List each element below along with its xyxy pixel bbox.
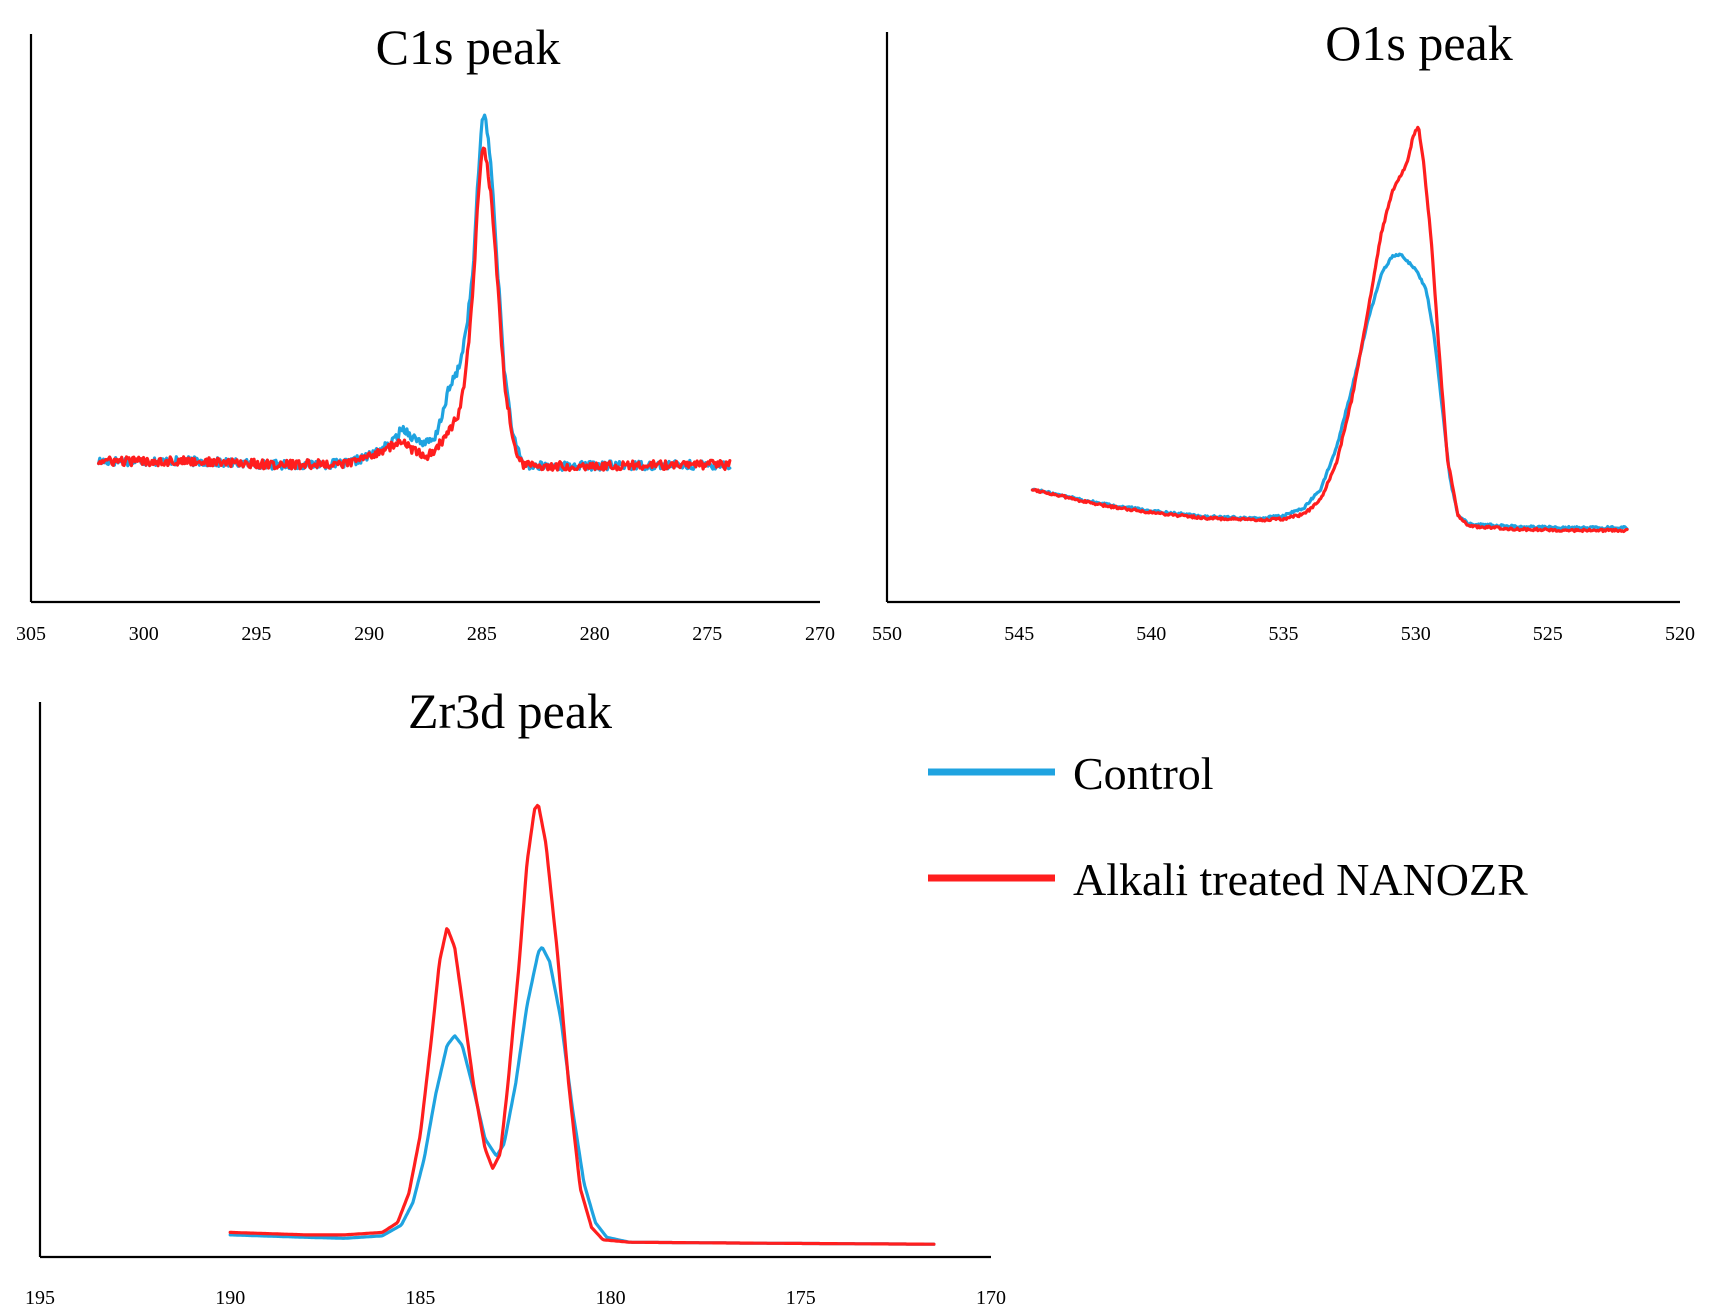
- panel-o1s: O1s peak 550 545 540 535 530 525 520: [872, 15, 1695, 645]
- o1s-tick-label: 550: [872, 623, 902, 645]
- zr3d-tick-label: 180: [596, 1287, 626, 1309]
- c1s-tick-label: 290: [354, 623, 384, 645]
- c1s-tick-label: 275: [692, 623, 722, 645]
- c1s-series-control: [97, 113, 732, 472]
- c1s-plot-area: [97, 113, 732, 472]
- zr3d-tick-label: 190: [215, 1287, 245, 1309]
- o1s-tick-labels: 550 545 540 535 530 525 520: [872, 623, 1695, 645]
- legend-label-treated: Alkali treated NANOZR: [1073, 854, 1528, 905]
- o1s-title: O1s peak: [1325, 15, 1512, 71]
- panel-c1s: C1s peak 305 300 295 290 285 280 275 270: [16, 19, 835, 645]
- o1s-plot-area: [1030, 125, 1629, 534]
- c1s-tick-label: 285: [467, 623, 497, 645]
- zr3d-tick-label: 185: [405, 1287, 435, 1309]
- o1s-tick-label: 540: [1136, 623, 1166, 645]
- o1s-series-treated: [1030, 125, 1629, 534]
- o1s-tick-label: 520: [1665, 623, 1695, 645]
- c1s-series-treated: [97, 146, 732, 472]
- legend-label-control: Control: [1073, 748, 1214, 799]
- zr3d-tick-labels: 195 190 185 180 175 170: [25, 1287, 1006, 1309]
- panel-zr3d: Zr3d peak 195 190 185 180 175 170: [25, 683, 1006, 1309]
- o1s-tick-label: 530: [1401, 623, 1431, 645]
- o1s-series-control: [1030, 252, 1629, 531]
- c1s-tick-label: 295: [241, 623, 271, 645]
- c1s-tick-label: 300: [129, 623, 159, 645]
- o1s-tick-label: 535: [1269, 623, 1299, 645]
- c1s-tick-labels: 305 300 295 290 285 280 275 270: [16, 623, 835, 645]
- c1s-tick-label: 270: [805, 623, 835, 645]
- zr3d-tick-label: 170: [976, 1287, 1006, 1309]
- c1s-tick-label: 280: [580, 623, 610, 645]
- c1s-tick-label: 305: [16, 623, 46, 645]
- zr3d-plot-area: [228, 803, 936, 1246]
- zr3d-tick-label: 195: [25, 1287, 55, 1309]
- c1s-title: C1s peak: [376, 19, 561, 75]
- legend: Control Alkali treated NANOZR: [928, 748, 1528, 905]
- zr3d-tick-label: 175: [786, 1287, 816, 1309]
- zr3d-title: Zr3d peak: [408, 683, 612, 739]
- o1s-tick-label: 545: [1004, 623, 1034, 645]
- zr3d-series-treated: [228, 803, 936, 1246]
- o1s-tick-label: 525: [1533, 623, 1563, 645]
